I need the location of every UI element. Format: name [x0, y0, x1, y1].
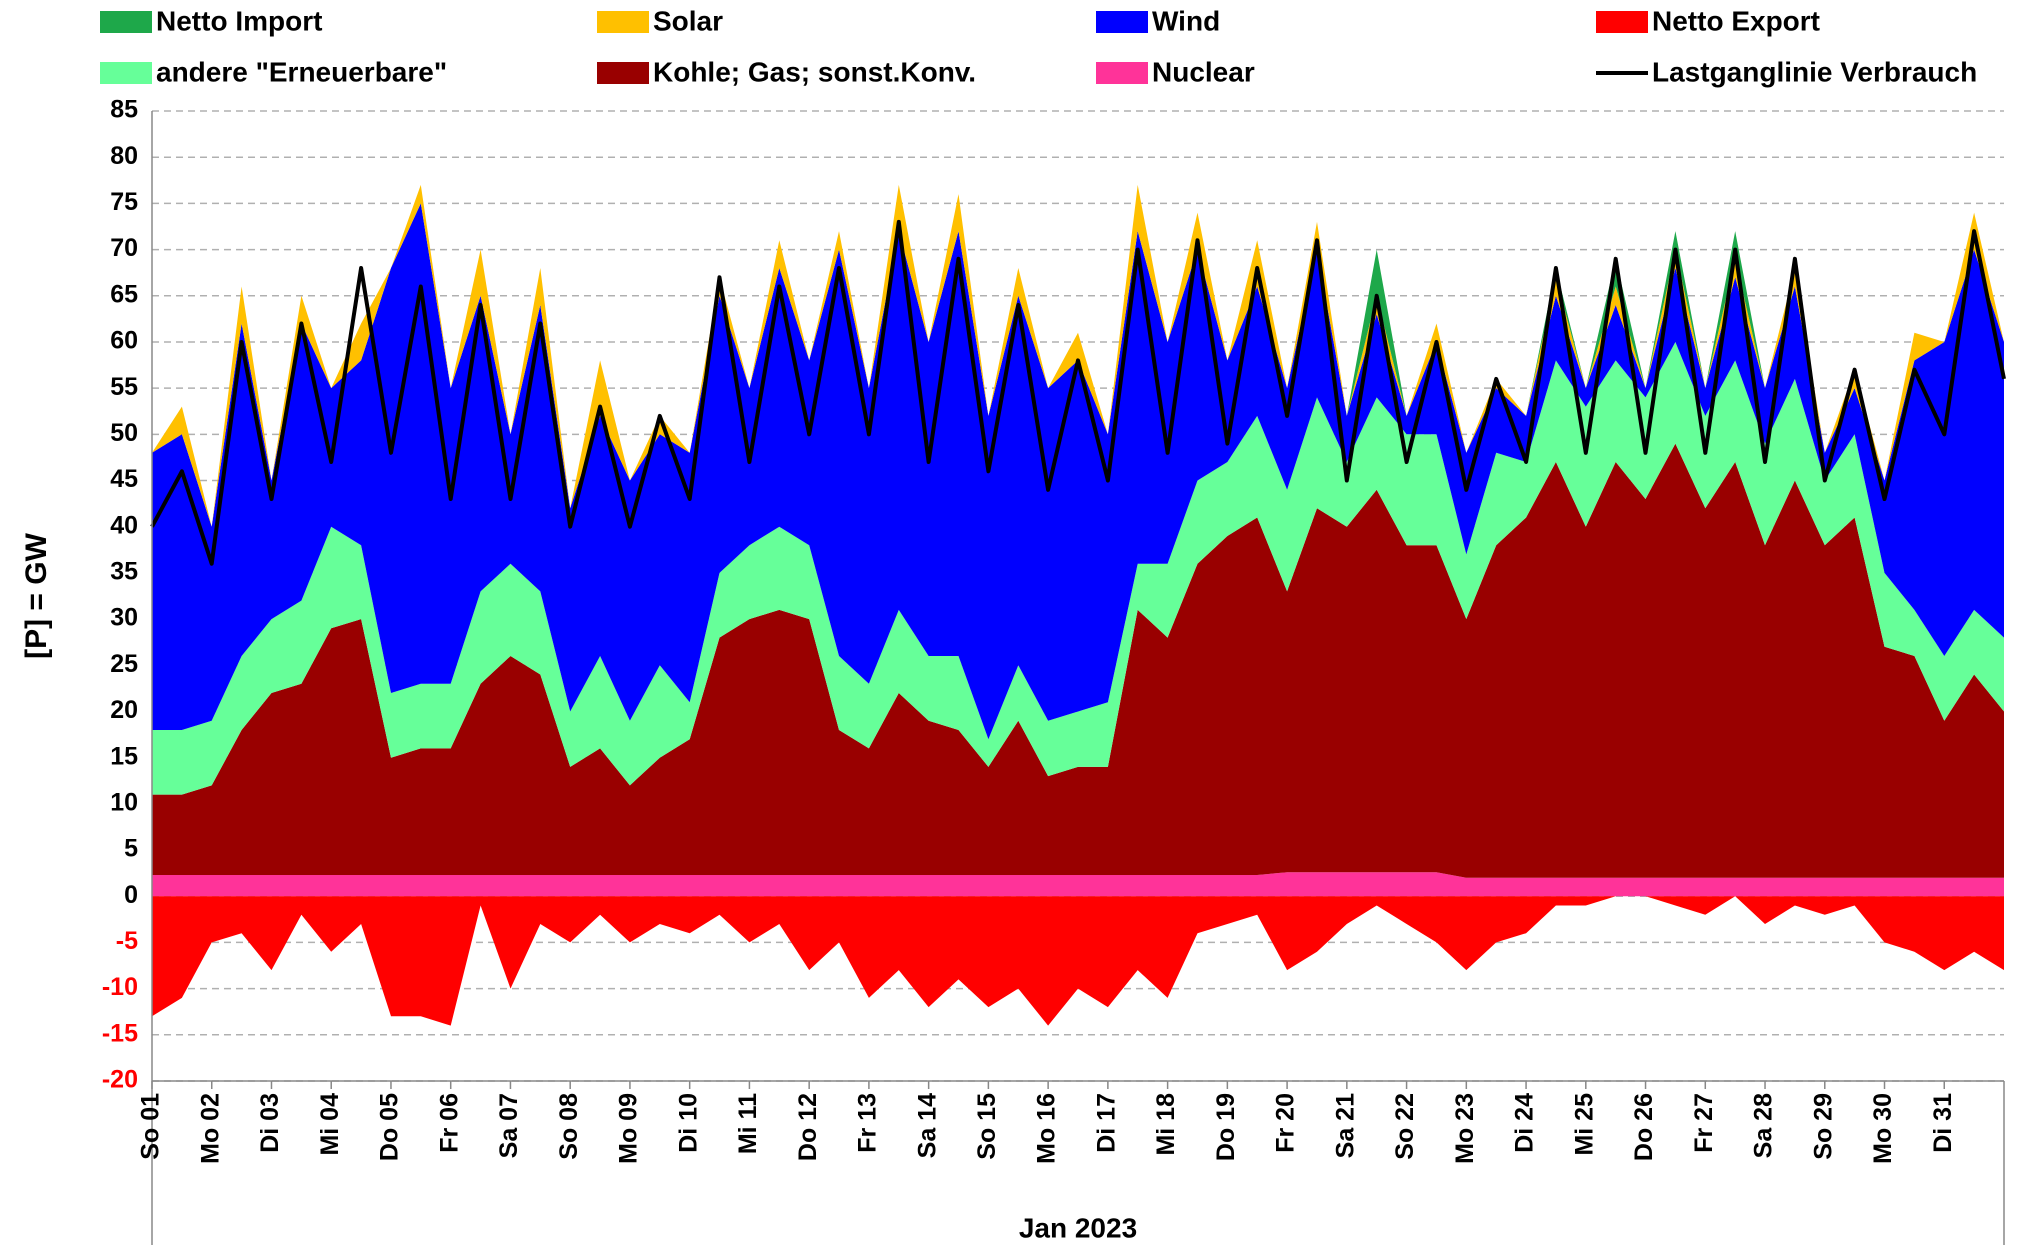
- legend-label: andere "Erneuerbare": [156, 56, 447, 87]
- axes: -20 -15 -10 -5 0 5 10 15 20 25 30 35 40 45 50 55 60 65 70 7…: [102, 96, 2005, 1245]
- x-tick-label: Fr 20: [1272, 1093, 1300, 1153]
- legend-label: Wind: [1152, 5, 1220, 36]
- legend-swatch: [1596, 11, 1648, 33]
- x-tick-label: So 29: [1809, 1093, 1837, 1160]
- y-tick-label: 10: [110, 788, 138, 816]
- x-tick-label: Mo 09: [615, 1093, 643, 1164]
- legend-swatch: [597, 62, 649, 84]
- x-tick-label: Sa 07: [495, 1093, 523, 1158]
- y-tick-label: 60: [110, 327, 138, 355]
- legend-label: Netto Import: [156, 5, 322, 36]
- legend-label: Kohle; Gas; sonst.Konv.: [653, 56, 976, 87]
- y-tick-label: 75: [110, 188, 138, 216]
- x-tick-label: Mi 18: [1152, 1093, 1180, 1156]
- x-tick-label: Mo 30: [1869, 1093, 1897, 1164]
- area: [152, 184, 2004, 527]
- y-axis-label: [P] = GW: [20, 532, 53, 659]
- legend-swatch: [1096, 11, 1148, 33]
- x-tick-label: Fr 27: [1690, 1093, 1718, 1153]
- x-tick-label: Di 03: [256, 1093, 284, 1153]
- y-tick-label: 15: [110, 742, 138, 770]
- y-tick-label: 30: [110, 604, 138, 632]
- x-tick-label: Di 24: [1511, 1093, 1539, 1153]
- x-tick-label: Do 26: [1630, 1093, 1658, 1161]
- legend-label: Solar: [653, 5, 723, 36]
- y-tick-label: -5: [116, 927, 138, 955]
- x-tick-label: Sa 28: [1750, 1093, 1778, 1158]
- x-tick-label: Mo 16: [1033, 1093, 1061, 1164]
- x-tick-label: Fr 06: [435, 1093, 463, 1153]
- y-tick-label: -15: [102, 1019, 138, 1047]
- y-tick-label: 80: [110, 142, 138, 170]
- y-tick-label: 70: [110, 234, 138, 262]
- x-tick-label: Di 31: [1929, 1093, 1957, 1153]
- x-tick-label: So 15: [973, 1093, 1001, 1160]
- area: [152, 443, 2004, 878]
- legend-swatch: [1096, 62, 1148, 84]
- y-tick-label: 85: [110, 96, 138, 124]
- x-tick-label: Sa 21: [1331, 1093, 1359, 1158]
- y-tick-label: 55: [110, 373, 138, 401]
- x-tick-label: Di 10: [674, 1093, 702, 1153]
- area: [152, 872, 2004, 897]
- y-tick-label: 50: [110, 419, 138, 447]
- line: [150, 219, 2006, 566]
- area: [152, 342, 2004, 795]
- y-tick-label: 40: [110, 511, 138, 539]
- x-tick-label: So 08: [555, 1093, 583, 1160]
- legend-label: Netto Export: [1652, 5, 1820, 36]
- x-tick-label: Do 12: [794, 1093, 822, 1161]
- y-tick-label: 45: [110, 465, 138, 493]
- x-axis-label: Jan 2023: [1019, 1212, 1137, 1243]
- x-tick-label: Do 05: [376, 1093, 404, 1161]
- legend-swatch: [100, 62, 152, 84]
- legend-label: Nuclear: [1152, 56, 1255, 87]
- y-tick-label: -20: [102, 1066, 138, 1094]
- y-tick-label: 65: [110, 280, 138, 308]
- y-tick-label: 5: [124, 835, 138, 863]
- x-tick-label: So 01: [137, 1093, 165, 1160]
- x-tick-label: Mi 11: [734, 1093, 762, 1154]
- x-tick-label: So 22: [1391, 1093, 1419, 1160]
- y-tick-label: 35: [110, 558, 138, 586]
- area: [152, 203, 2004, 740]
- x-tick-label: Mi 25: [1570, 1093, 1598, 1156]
- area: [152, 896, 2004, 1026]
- x-tick-label: Di 17: [1092, 1093, 1120, 1153]
- y-tick-label: 25: [110, 650, 138, 678]
- legend-label: Lastganglinie Verbrauch: [1652, 56, 1977, 87]
- y-tick-label: 20: [110, 696, 138, 724]
- x-tick-label: Sa 14: [913, 1093, 941, 1158]
- legend-swatch: [597, 11, 649, 33]
- y-tick-label: -10: [102, 973, 138, 1001]
- legend-swatch: [100, 11, 152, 33]
- x-tick-label: Fr 13: [854, 1093, 882, 1153]
- x-tick-label: Mo 23: [1451, 1093, 1479, 1164]
- y-tick-label: 0: [124, 881, 138, 909]
- x-tick-label: Mo 02: [196, 1093, 224, 1164]
- x-tick-label: Mi 04: [316, 1093, 344, 1156]
- areas: [150, 184, 2006, 1026]
- x-tick-label: Do 19: [1212, 1093, 1240, 1161]
